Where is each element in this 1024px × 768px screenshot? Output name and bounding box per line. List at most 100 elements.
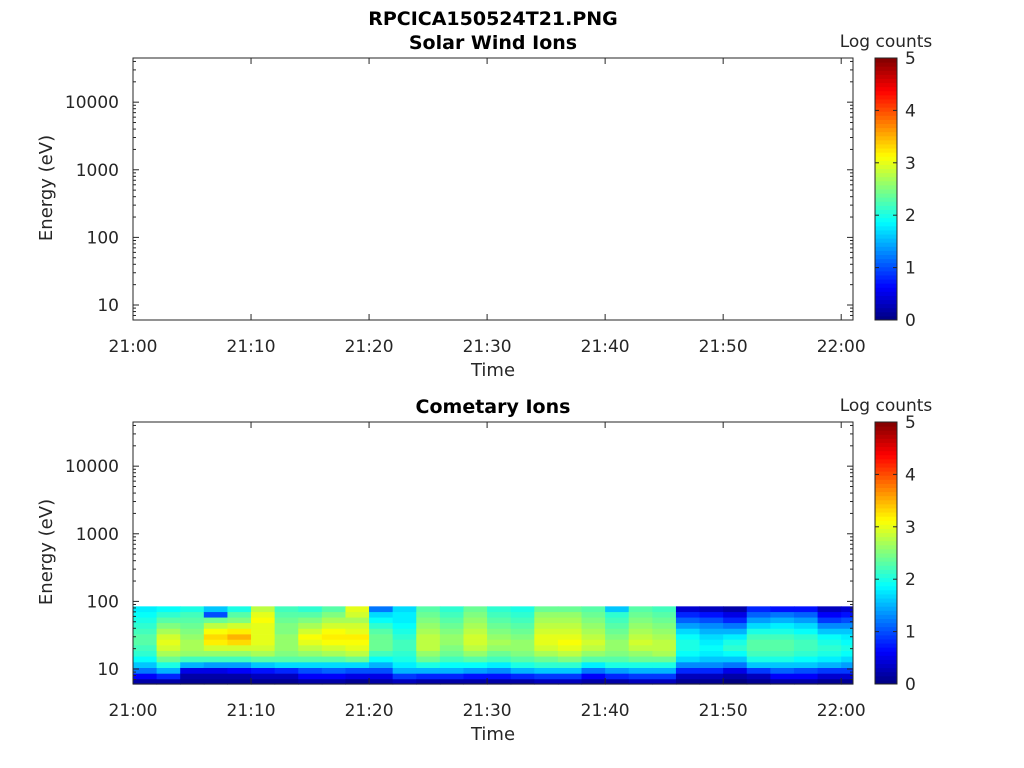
heatmap-cell: [180, 628, 205, 635]
heatmap-cell: [723, 650, 748, 657]
colorbar-segment: [875, 643, 897, 648]
heatmap-cell: [133, 617, 158, 624]
colorbar-segment: [875, 156, 897, 161]
heatmap-cell: [723, 606, 748, 613]
heatmap-cell: [487, 656, 512, 663]
heatmap-cell: [581, 634, 606, 640]
heatmap-cell: [557, 667, 583, 674]
heatmap-cell: [487, 662, 512, 668]
heatmap-cell: [841, 673, 854, 680]
x-tick-label: 22:00: [817, 701, 866, 721]
heatmap-cell: [841, 628, 854, 635]
heatmap-cell: [581, 628, 606, 635]
heatmap-cell: [133, 639, 158, 646]
colorbar-segment: [875, 213, 897, 219]
heatmap-cell: [298, 617, 323, 624]
heatmap-cell: [841, 645, 854, 651]
heatmap-cell: [463, 667, 488, 674]
heatmap-cell: [675, 656, 701, 663]
heatmap-cell: [392, 639, 417, 646]
heatmap-cell: [770, 628, 795, 635]
colorbar-tick-label: 0: [905, 675, 916, 695]
heatmap-cell: [156, 639, 181, 646]
heatmap-cell: [628, 611, 653, 618]
heatmap-cell: [227, 611, 252, 618]
heatmap-cell: [652, 667, 677, 674]
heatmap-cell: [841, 634, 854, 640]
heatmap-cell: [675, 678, 701, 685]
heatmap-cell: [605, 639, 630, 646]
colorbar-segment: [875, 544, 897, 550]
heatmap-cell: [534, 645, 559, 651]
heatmap-cell: [227, 634, 252, 640]
colorbar-segment: [875, 573, 897, 579]
colorbar-segment: [875, 634, 897, 640]
heatmap-cell: [156, 645, 181, 651]
colorbar-segment: [875, 238, 897, 243]
colorbar-segment: [875, 201, 897, 206]
heatmap-cell: [487, 628, 512, 635]
heatmap-cell: [203, 673, 228, 680]
heatmap-cell: [675, 606, 701, 613]
heatmap-cell: [321, 667, 346, 674]
colorbar-segment: [875, 303, 897, 309]
heatmap-cell: [227, 617, 252, 624]
heatmap-cell: [369, 634, 394, 640]
heatmap-cell: [180, 634, 205, 640]
heatmap-cell: [251, 656, 276, 663]
heatmap-cell: [369, 606, 394, 613]
colorbar-segment: [875, 671, 897, 677]
heatmap-cell: [392, 606, 417, 613]
colorbar-segment: [875, 655, 897, 660]
heatmap-cell: [817, 650, 842, 657]
heatmap-cell: [652, 622, 677, 629]
colorbar-segment: [875, 107, 897, 112]
heatmap-cell: [487, 617, 512, 624]
heatmap-cell: [251, 639, 276, 646]
colorbar-segment: [875, 520, 897, 525]
heatmap-cell: [416, 606, 441, 613]
heatmap-cell: [723, 634, 748, 640]
heatmap-cell: [699, 628, 724, 635]
colorbar-segment: [875, 512, 897, 517]
heatmap-cell: [133, 634, 158, 640]
heatmap-cell: [628, 673, 653, 680]
colorbar-segment: [875, 184, 897, 190]
heatmap-cell: [841, 606, 854, 613]
heatmap-cell: [699, 634, 724, 640]
y-tick-label: 10000: [65, 457, 119, 477]
colorbar-segment: [875, 663, 897, 669]
heatmap-cell: [369, 628, 394, 635]
colorbar-segment: [875, 287, 897, 292]
heatmap-cell: [605, 606, 630, 613]
colorbar-segment: [875, 127, 897, 133]
heatmap-cell: [227, 650, 252, 657]
heatmap-cell: [628, 639, 653, 646]
heatmap-cell: [274, 617, 299, 624]
heatmap-cell: [652, 673, 677, 680]
colorbar-segment: [875, 291, 897, 296]
heatmap-cell: [298, 611, 323, 618]
colorbar-tick-label: 3: [905, 154, 916, 174]
colorbar-frame: [874, 57, 898, 321]
heatmap-cell: [581, 662, 606, 668]
heatmap-cell: [817, 645, 842, 651]
heatmap-cell: [203, 656, 228, 663]
heatmap-cell: [416, 645, 441, 651]
heatmap-cell: [510, 650, 535, 657]
heatmap-cell: [746, 667, 771, 674]
heatmap-cell: [746, 645, 771, 651]
heatmap-cell: [581, 650, 606, 657]
heatmap-cell: [463, 622, 488, 629]
heatmap-cell: [605, 611, 630, 618]
heatmap-cell: [746, 611, 771, 618]
heatmap-cell: [746, 656, 771, 663]
heatmap-cell: [369, 667, 394, 674]
colorbar-segment: [875, 94, 897, 100]
heatmap-cell: [321, 656, 346, 663]
colorbar-segment: [875, 622, 897, 628]
heatmap-cell: [156, 611, 181, 618]
heatmap-cell: [298, 606, 323, 613]
heatmap-cell: [699, 622, 724, 629]
heatmap-cell: [628, 667, 653, 674]
